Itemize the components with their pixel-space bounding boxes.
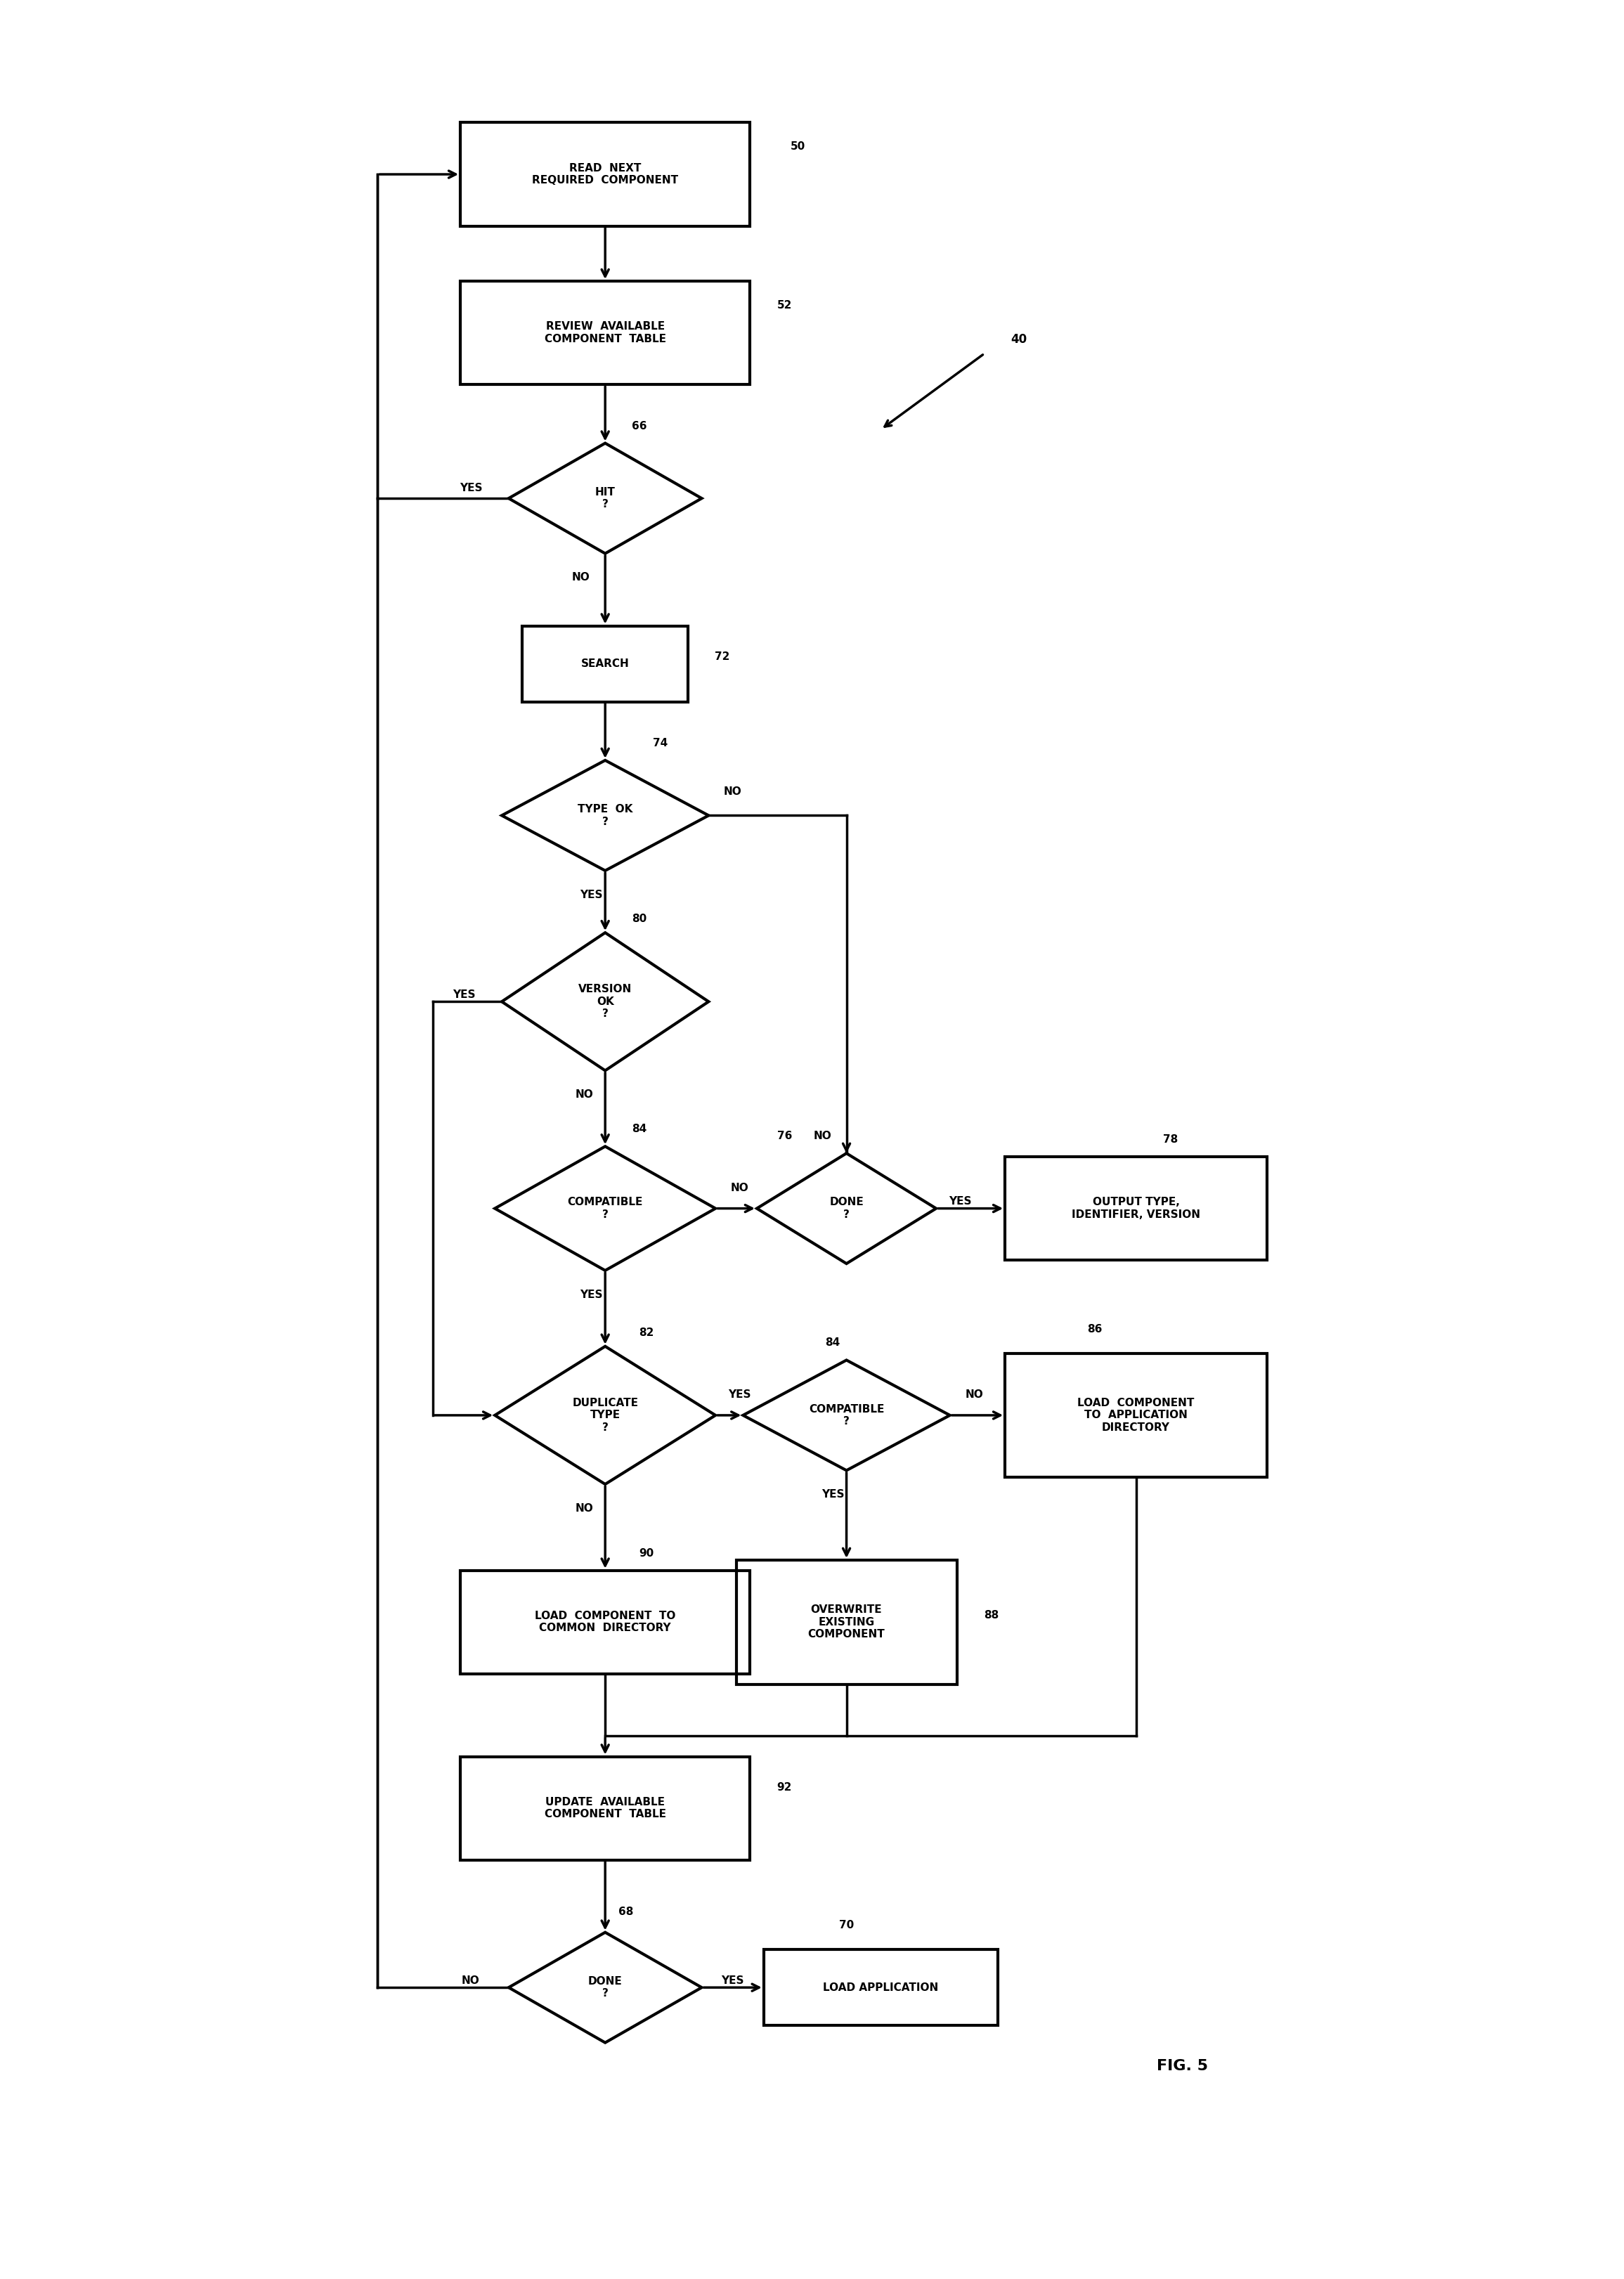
Text: REVIEW  AVAILABLE
COMPONENT  TABLE: REVIEW AVAILABLE COMPONENT TABLE [544, 321, 666, 344]
Text: 70: 70 [840, 1921, 854, 1930]
Text: UPDATE  AVAILABLE
COMPONENT  TABLE: UPDATE AVAILABLE COMPONENT TABLE [544, 1796, 666, 1819]
Text: OUTPUT TYPE,
IDENTIFIER, VERSION: OUTPUT TYPE, IDENTIFIER, VERSION [1072, 1196, 1200, 1219]
Text: 78: 78 [1163, 1135, 1177, 1144]
Text: READ  NEXT
REQUIRED  COMPONENT: READ NEXT REQUIRED COMPONENT [533, 162, 679, 185]
Text: LOAD  COMPONENT
TO  APPLICATION
DIRECTORY: LOAD COMPONENT TO APPLICATION DIRECTORY [1078, 1397, 1195, 1433]
Bar [1005, 1158, 1267, 1260]
Bar [736, 1561, 957, 1684]
Text: 88: 88 [984, 1609, 999, 1620]
Text: 40: 40 [1010, 333, 1026, 346]
Bar [1005, 1354, 1267, 1477]
Text: 84: 84 [825, 1338, 840, 1349]
Text: 72: 72 [715, 652, 729, 663]
Text: 52: 52 [776, 301, 793, 310]
Text: YES: YES [728, 1390, 750, 1399]
Bar [763, 1949, 999, 2026]
Text: NO: NO [461, 1976, 479, 1985]
Text: OVERWRITE
EXISTING
COMPONENT: OVERWRITE EXISTING COMPONENT [807, 1604, 885, 1639]
Text: YES: YES [580, 889, 603, 900]
Text: NO: NO [572, 572, 590, 583]
Text: COMPATIBLE
?: COMPATIBLE ? [567, 1196, 643, 1219]
Text: HIT
?: HIT ? [594, 488, 615, 510]
Text: DONE
?: DONE ? [588, 1976, 622, 1999]
Text: NO: NO [724, 786, 742, 798]
Text: SEARCH: SEARCH [581, 659, 630, 670]
Bar [460, 1570, 750, 1673]
Text: 74: 74 [653, 738, 667, 748]
Text: 86: 86 [1086, 1324, 1103, 1335]
Text: DONE
?: DONE ? [830, 1196, 864, 1219]
Text: 80: 80 [632, 914, 646, 925]
Text: 76: 76 [776, 1130, 793, 1142]
Text: YES: YES [721, 1976, 744, 1985]
Text: LOAD APPLICATION: LOAD APPLICATION [823, 1983, 939, 1992]
Text: NO: NO [731, 1183, 749, 1192]
Bar [460, 1757, 750, 1860]
Bar [460, 123, 750, 226]
Text: COMPATIBLE
?: COMPATIBLE ? [809, 1404, 883, 1427]
Bar [523, 627, 689, 702]
Bar [460, 280, 750, 385]
Text: 90: 90 [640, 1547, 654, 1559]
Text: YES: YES [453, 989, 476, 1000]
Text: YES: YES [822, 1488, 844, 1500]
Text: NO: NO [575, 1089, 593, 1101]
Text: NO: NO [575, 1504, 593, 1513]
Text: 66: 66 [632, 422, 648, 431]
Text: 50: 50 [791, 141, 806, 153]
Text: 68: 68 [619, 1905, 633, 1917]
Text: FIG. 5: FIG. 5 [1156, 2058, 1208, 2074]
Text: YES: YES [948, 1196, 971, 1208]
Text: 82: 82 [638, 1326, 654, 1338]
Text: YES: YES [580, 1290, 603, 1299]
Text: VERSION
OK
?: VERSION OK ? [578, 985, 632, 1019]
Text: NO: NO [814, 1130, 831, 1142]
Text: TYPE  OK
?: TYPE OK ? [578, 804, 633, 827]
Text: 92: 92 [776, 1782, 793, 1794]
Text: YES: YES [460, 483, 482, 492]
Text: LOAD  COMPONENT  TO
COMMON  DIRECTORY: LOAD COMPONENT TO COMMON DIRECTORY [534, 1611, 676, 1634]
Text: NO: NO [965, 1390, 983, 1399]
Text: 84: 84 [632, 1124, 646, 1135]
Text: DUPLICATE
TYPE
?: DUPLICATE TYPE ? [572, 1397, 638, 1433]
